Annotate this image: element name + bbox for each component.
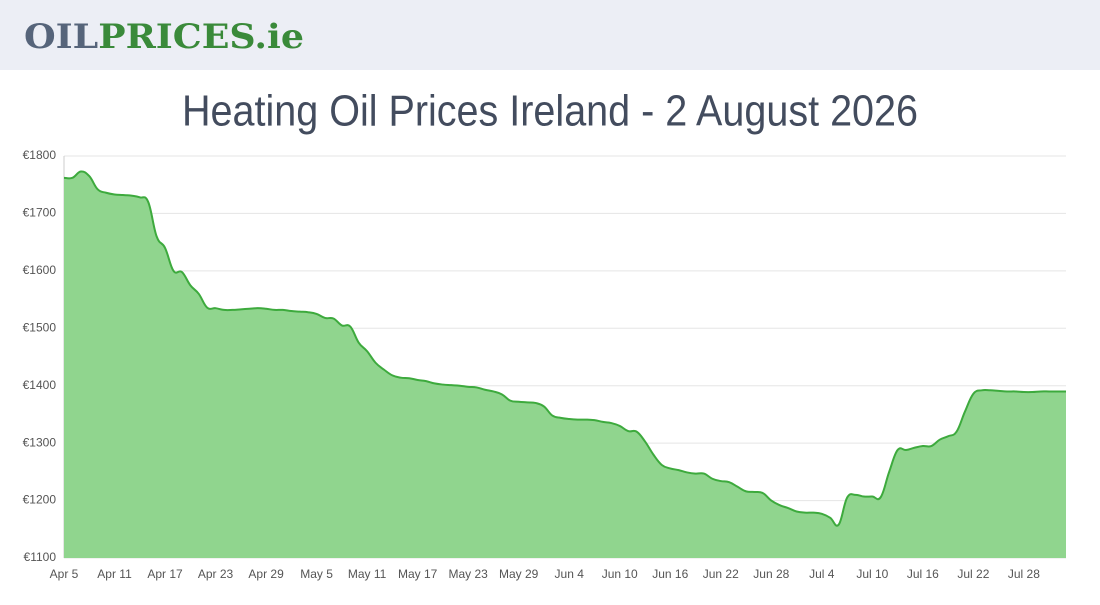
- x-tick-label: May 29: [499, 567, 539, 581]
- x-tick-label: Apr 5: [50, 567, 79, 581]
- x-tick-label: Apr 29: [248, 567, 284, 581]
- x-tick-label: Jun 16: [652, 567, 688, 581]
- y-tick-label: €1200: [23, 493, 57, 507]
- x-tick-label: Jul 4: [809, 567, 835, 581]
- y-tick-label: €1600: [23, 263, 57, 277]
- y-tick-label: €1800: [23, 148, 57, 162]
- x-tick-label: Jun 10: [602, 567, 638, 581]
- logo-part: PRICES: [98, 17, 254, 57]
- area-fill: [64, 171, 1066, 558]
- y-tick-label: €1300: [23, 435, 57, 449]
- x-tick-label: Jun 4: [555, 567, 585, 581]
- logo-part: .ie: [254, 17, 304, 57]
- plot: €1100 €1200 €1300 €1400 €1500 €1600 €1700 €1800…: [23, 148, 1066, 581]
- y-tick-label: €1700: [23, 206, 57, 220]
- price-line: [63, 170, 1066, 527]
- x-tick-label: May 17: [398, 567, 438, 581]
- x-tick-label: May 23: [448, 567, 488, 581]
- x-tick-label: Apr 17: [147, 567, 183, 581]
- x-tick-label: May 5: [300, 567, 333, 581]
- x-tick-label: Jun 22: [703, 567, 739, 581]
- y-tick-label: €1100: [24, 550, 57, 564]
- logo[interactable]: OIL PRICES .ie: [24, 17, 304, 57]
- x-tick-label: Jul 28: [1008, 567, 1040, 581]
- x-tick-label: Apr 11: [97, 567, 132, 581]
- chart-title: Heating Oil Prices Ireland - 2 August 20…: [182, 87, 918, 136]
- x-tick-label: Apr 23: [198, 567, 234, 581]
- x-tick-label: Jul 16: [907, 567, 939, 581]
- header-bar: [0, 0, 1100, 70]
- y-tick-label: €1400: [23, 378, 57, 392]
- y-tick-label: €1500: [23, 320, 57, 334]
- x-tick-label: Jun 28: [753, 567, 789, 581]
- x-tick-label: May 11: [348, 567, 387, 581]
- x-tick-label: Jul 10: [856, 567, 888, 581]
- x-tick-label: Jul 22: [957, 567, 989, 581]
- logo-part: OIL: [24, 17, 98, 57]
